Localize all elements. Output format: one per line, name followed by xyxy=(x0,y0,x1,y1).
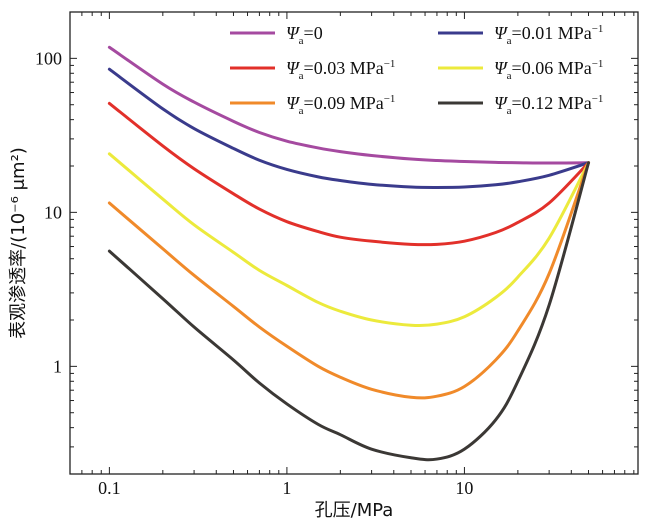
series-line-1 xyxy=(107,67,591,190)
legend: Ψa=0 Ψa=0.01 MPa−1 Ψa=0.03 MPa−1 Ψa=0.06 MP… xyxy=(230,23,603,117)
legend-label: Ψa=0.12 MPa−1 xyxy=(494,93,603,117)
x-tick-label: 0.1 xyxy=(98,478,121,498)
axis-tick-labels: 0.1 1 10 1 10 100 xyxy=(35,48,473,498)
y-axis-label: 表观渗透率/(10⁻⁶ μm²) xyxy=(8,147,29,339)
series-line-2 xyxy=(107,101,591,247)
legend-label: Ψa=0 xyxy=(286,23,323,47)
series-line-4 xyxy=(107,161,591,400)
plot-frame xyxy=(69,11,639,475)
series-lines xyxy=(107,45,591,462)
series-line-0 xyxy=(107,45,591,165)
legend-label: Ψa=0.09 MPa−1 xyxy=(286,93,395,117)
legend-item-4: Ψa=0.09 MPa−1 xyxy=(230,93,395,117)
y-tick-label: 100 xyxy=(35,48,62,68)
x-axis-label: 孔压/MPa xyxy=(315,500,394,521)
x-tick-label: 10 xyxy=(455,478,473,498)
y-tick-label: 10 xyxy=(44,202,62,222)
legend-item-5: Ψa=0.12 MPa−1 xyxy=(438,93,603,117)
axis-ticks xyxy=(69,11,638,475)
legend-item-3: Ψa=0.06 MPa−1 xyxy=(438,58,603,82)
legend-item-0: Ψa=0 xyxy=(230,23,323,47)
legend-label: Ψa=0.03 MPa−1 xyxy=(286,58,395,82)
legend-item-2: Ψa=0.03 MPa−1 xyxy=(230,58,395,82)
legend-label: Ψa=0.06 MPa−1 xyxy=(494,58,603,82)
series-line-5 xyxy=(107,161,591,462)
series-line-3 xyxy=(107,152,591,328)
legend-item-1: Ψa=0.01 MPa−1 xyxy=(438,23,603,47)
legend-label: Ψa=0.01 MPa−1 xyxy=(494,23,603,47)
y-tick-label: 1 xyxy=(53,356,62,376)
x-tick-label: 1 xyxy=(282,478,291,498)
